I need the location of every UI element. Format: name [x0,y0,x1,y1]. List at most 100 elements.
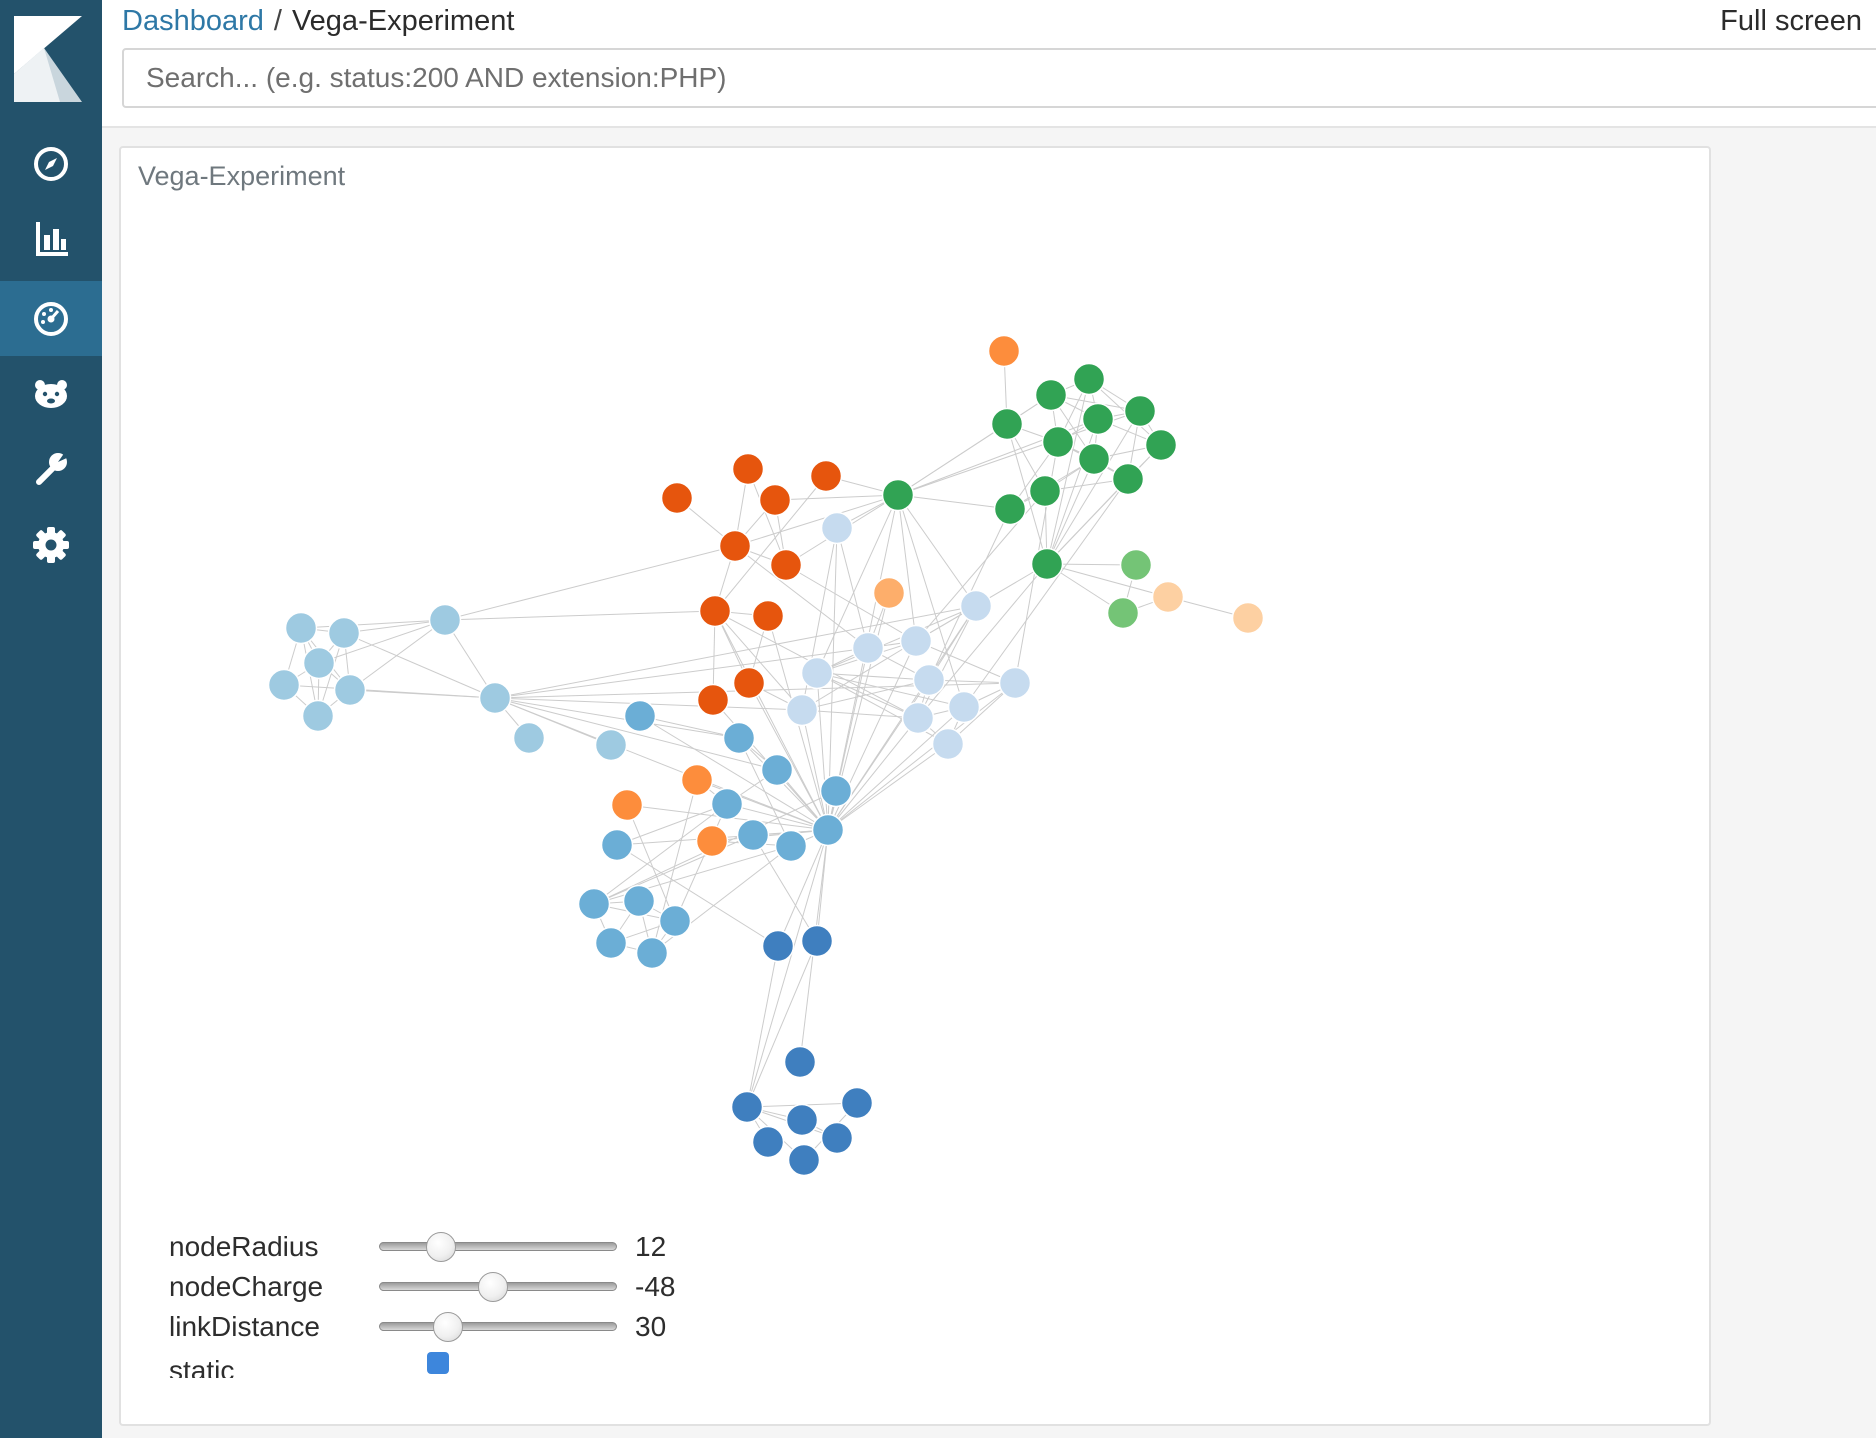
nav-timelion[interactable] [0,356,102,431]
graph-node[interactable] [1111,462,1145,496]
graph-node[interactable] [820,1121,854,1155]
graph-node[interactable] [758,483,792,517]
graph-node[interactable] [993,492,1027,526]
graph-node[interactable] [301,699,335,733]
node-charge-slider[interactable] [379,1272,617,1302]
graph-node[interactable] [851,631,885,665]
node-radius-slider[interactable] [379,1232,617,1262]
graph-node[interactable] [809,459,843,493]
graph-node[interactable] [785,693,819,727]
graph-node[interactable] [785,1103,819,1137]
graph-node[interactable] [698,594,732,628]
graph-node[interactable] [840,1086,874,1120]
node-charge-slider-thumb[interactable] [478,1272,509,1302]
graph-node[interactable] [769,548,803,582]
graph-edge [746,829,829,1108]
graph-node[interactable] [881,478,915,512]
graph-node[interactable] [696,683,730,717]
graph-edge [801,679,930,711]
graph-node[interactable] [660,481,694,515]
graph-node[interactable] [751,1125,785,1159]
graph-node[interactable] [577,887,611,921]
full-screen-button[interactable]: Full screen [1720,2,1862,40]
search-input[interactable] [122,48,1876,108]
graph-node[interactable] [327,616,361,650]
graph-node[interactable] [610,788,644,822]
graph-node[interactable] [695,824,729,858]
graph-node[interactable] [512,721,546,755]
graph-node[interactable] [1106,596,1140,630]
graph-node[interactable] [787,1143,821,1177]
graph-node[interactable] [872,576,906,610]
nav-management[interactable] [0,507,102,582]
nav-dev-tools[interactable] [0,431,102,506]
graph-node[interactable] [710,787,744,821]
breadcrumb-dashboard-link[interactable]: Dashboard [122,5,264,37]
graph-node[interactable] [1151,580,1185,614]
graph-node[interactable] [800,924,834,958]
graph-node[interactable] [931,727,965,761]
graph-node[interactable] [622,884,656,918]
static-label: static [169,1355,235,1378]
graph-node[interactable] [811,813,845,847]
graph-node[interactable] [428,603,462,637]
kibana-logo-icon[interactable] [14,16,82,102]
graph-node[interactable] [730,1090,764,1124]
graph-node[interactable] [333,673,367,707]
graph-node[interactable] [1144,428,1178,462]
static-checkbox[interactable] [427,1352,449,1374]
graph-node[interactable] [947,690,981,724]
graph-node[interactable] [1119,548,1153,582]
graph-node[interactable] [594,728,628,762]
dashboard-gauge-icon [34,301,68,336]
graph-edge [897,494,917,642]
graph-node[interactable] [658,904,692,938]
graph-node[interactable] [751,599,785,633]
graph-node[interactable] [302,646,336,680]
nav-visualize[interactable] [0,201,102,276]
graph-node[interactable] [1041,425,1075,459]
graph-node[interactable] [987,334,1021,368]
graph-node[interactable] [594,926,628,960]
nav-discover[interactable] [0,126,102,201]
link-distance-slider-thumb[interactable] [433,1312,464,1342]
nav-dashboard[interactable] [0,281,102,356]
graph-node[interactable] [680,763,714,797]
link-distance-slider[interactable] [379,1312,617,1342]
graph-node[interactable] [774,829,808,863]
graph-node[interactable] [722,721,756,755]
graph-node[interactable] [783,1045,817,1079]
graph-node[interactable] [732,666,766,700]
graph-node[interactable] [635,936,669,970]
graph-node[interactable] [820,511,854,545]
graph-node[interactable] [819,774,853,808]
graph-node[interactable] [1072,362,1106,396]
graph-node[interactable] [731,452,765,486]
graph-node[interactable] [800,656,834,690]
graph-node[interactable] [899,624,933,658]
graph-node[interactable] [990,407,1024,441]
graph-node[interactable] [761,929,795,963]
graph-node[interactable] [478,681,512,715]
graph-node[interactable] [1123,394,1157,428]
graph-node[interactable] [623,699,657,733]
graph-node[interactable] [1030,547,1064,581]
graph-node[interactable] [1231,601,1265,635]
force-directed-graph[interactable] [121,148,1709,1244]
graph-node[interactable] [912,663,946,697]
node-radius-slider-thumb[interactable] [426,1232,457,1262]
graph-node[interactable] [736,818,770,852]
graph-node[interactable] [1077,442,1111,476]
graph-node[interactable] [267,668,301,702]
graph-node[interactable] [760,753,794,787]
link-distance-label: linkDistance [169,1311,320,1342]
graph-node[interactable] [718,529,752,563]
graph-node[interactable] [959,589,993,623]
graph-node[interactable] [600,828,634,862]
graph-node[interactable] [998,666,1032,700]
graph-node[interactable] [901,701,935,735]
graph-node[interactable] [1081,402,1115,436]
graph-node[interactable] [1028,474,1062,508]
graph-node[interactable] [1034,378,1068,412]
graph-node[interactable] [284,611,318,645]
